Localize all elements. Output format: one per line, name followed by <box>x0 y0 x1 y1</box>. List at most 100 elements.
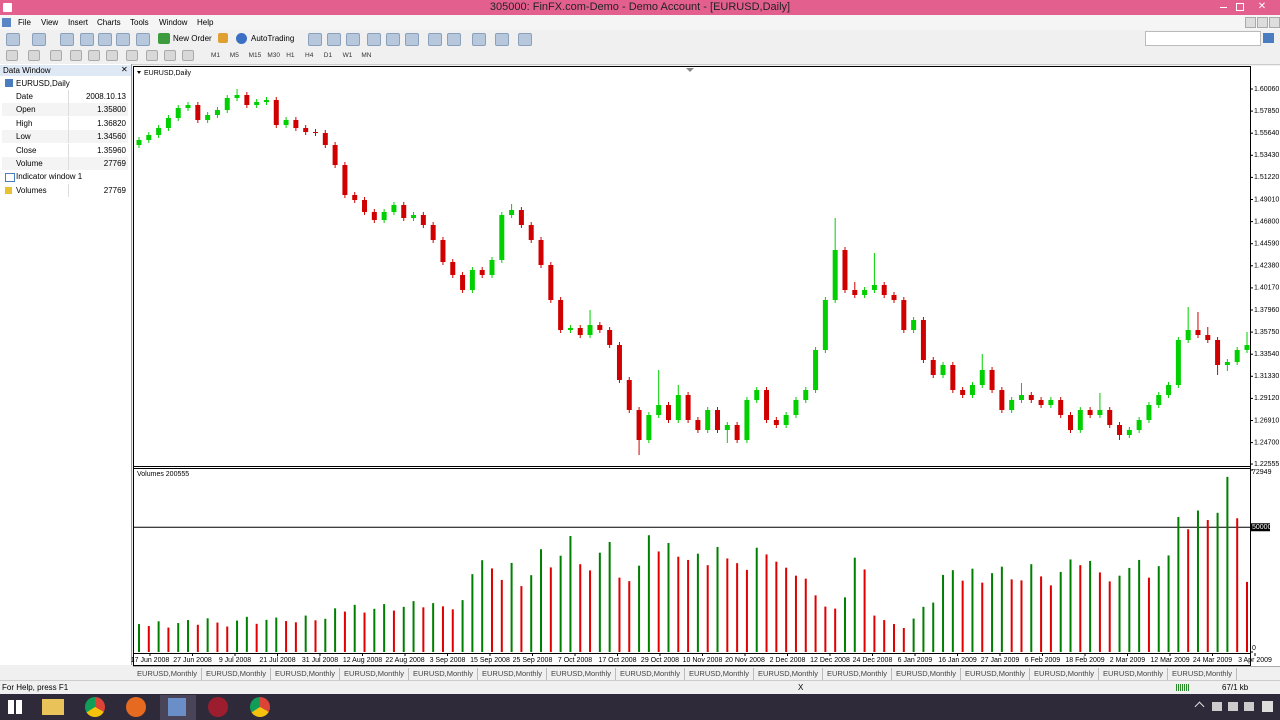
volume-bar <box>1049 585 1052 652</box>
chart-tab[interactable]: EURUSD,Monthly <box>547 668 616 680</box>
chart-tab[interactable]: EURUSD,Monthly <box>478 668 547 680</box>
toolbar-icon[interactable] <box>346 33 360 46</box>
menu-item[interactable]: Insert <box>68 18 89 27</box>
x-tick-label: 17 Jun 2008 <box>131 657 170 664</box>
tool-icon[interactable] <box>28 50 40 61</box>
start-button[interactable] <box>8 700 22 714</box>
toolbar-icon[interactable] <box>495 33 509 46</box>
toolbar-icon[interactable] <box>405 33 419 46</box>
notifications[interactable] <box>1262 701 1273 712</box>
tool-icon[interactable] <box>106 50 118 61</box>
chart-tab[interactable]: EURUSD,Monthly <box>616 668 685 680</box>
toolbar-icon[interactable] <box>116 33 130 46</box>
tool-icon[interactable] <box>182 50 194 61</box>
chart-tab[interactable]: EURUSD,Monthly <box>133 668 202 680</box>
toolbar-icon[interactable] <box>386 33 400 46</box>
menu-item[interactable]: Charts <box>97 18 121 27</box>
candle-body <box>999 390 1005 410</box>
tool-icon[interactable] <box>70 50 82 61</box>
field-value: 1.36820 <box>97 118 126 128</box>
timeframe-button[interactable]: M5 <box>229 52 239 59</box>
tool-icon[interactable] <box>146 50 158 61</box>
menu-item[interactable]: Tools <box>130 18 149 27</box>
volume-bar <box>569 535 572 652</box>
firefox-icon[interactable] <box>126 697 146 717</box>
tray-icon[interactable] <box>1212 702 1222 711</box>
chart-tab[interactable]: EURUSD,Monthly <box>340 668 409 680</box>
candle-body <box>891 295 897 300</box>
chart-tab[interactable]: EURUSD,Monthly <box>1168 668 1237 680</box>
app-icon[interactable] <box>208 697 228 717</box>
volume-bar <box>647 535 650 652</box>
data-window-close[interactable]: ✕ <box>121 65 128 74</box>
menu-item[interactable]: View <box>41 18 59 27</box>
toolbar-icon[interactable] <box>136 33 150 46</box>
toolbar-icon[interactable] <box>472 33 486 46</box>
mdi-restore[interactable] <box>1257 17 1268 28</box>
y-tick-label: 1.33540 <box>1254 351 1279 358</box>
community-icon[interactable] <box>1263 33 1274 43</box>
candle-body <box>1048 400 1054 405</box>
volume-bar <box>893 624 896 652</box>
new-order-button[interactable]: New Order <box>173 34 212 43</box>
volume-bar <box>696 553 699 652</box>
toolbar-icon[interactable] <box>32 33 46 46</box>
explorer-icon[interactable] <box>42 699 64 715</box>
volume-bar <box>991 573 994 652</box>
chart-tab[interactable]: EURUSD,Monthly <box>271 668 340 680</box>
tool-icon[interactable] <box>6 50 18 61</box>
timeframe-button[interactable]: H4 <box>305 52 314 59</box>
autotrading-button[interactable]: AutoTrading <box>251 34 295 43</box>
timeframe-button[interactable]: MN <box>361 52 372 59</box>
timeframe-button[interactable]: H1 <box>286 52 295 59</box>
tray-expand[interactable] <box>1194 701 1205 712</box>
timeframe-button[interactable]: D1 <box>323 52 333 59</box>
chrome-icon[interactable] <box>250 697 270 717</box>
toolbar-icon[interactable] <box>518 33 532 46</box>
minimize-button[interactable] <box>1220 7 1227 8</box>
menu-item[interactable]: Help <box>197 18 214 27</box>
timeframe-button[interactable]: M15 <box>248 52 262 59</box>
chart-tab[interactable]: EURUSD,Monthly <box>685 668 754 680</box>
toolbar-icon[interactable] <box>327 33 341 46</box>
timeframe-button[interactable]: M1 <box>211 52 221 59</box>
candle-body <box>1166 385 1172 395</box>
chrome-icon[interactable] <box>85 697 105 717</box>
tool-icon[interactable] <box>88 50 100 61</box>
toolbar-icon[interactable] <box>367 33 381 46</box>
data-row-separator <box>68 143 69 157</box>
chart-tab[interactable]: EURUSD,Monthly <box>961 668 1030 680</box>
tool-icon[interactable] <box>50 50 62 61</box>
y-tick-label: 1.46800 <box>1254 218 1279 225</box>
close-button[interactable]: ✕ <box>1257 1 1267 12</box>
menu-item[interactable]: File <box>18 18 31 27</box>
data-row: Close 1.35960 <box>2 143 128 157</box>
toolbar-icon[interactable] <box>80 33 94 46</box>
chart-tab[interactable]: EURUSD,Monthly <box>823 668 892 680</box>
restore-button[interactable] <box>1236 3 1244 11</box>
toolbar-icon[interactable] <box>447 33 461 46</box>
tray-icon[interactable] <box>1228 702 1238 711</box>
chart-tab[interactable]: EURUSD,Monthly <box>1030 668 1099 680</box>
toolbar-icon[interactable] <box>6 33 20 46</box>
tool-icon[interactable] <box>164 50 176 61</box>
tray-icon[interactable] <box>1244 702 1254 711</box>
toolbar-icon[interactable] <box>98 33 112 46</box>
chart-tab[interactable]: EURUSD,Monthly <box>202 668 271 680</box>
chart-tab[interactable]: EURUSD,Monthly <box>1099 668 1168 680</box>
editor-icon[interactable] <box>218 33 228 43</box>
mdi-minimize[interactable] <box>1245 17 1256 28</box>
tool-icon[interactable] <box>126 50 138 61</box>
toolbar-icon[interactable] <box>308 33 322 46</box>
chart-title: EURUSD,Daily <box>144 70 192 77</box>
chart-tab[interactable]: EURUSD,Monthly <box>892 668 961 680</box>
timeframe-button[interactable]: W1 <box>342 52 353 59</box>
toolbar-icon[interactable] <box>428 33 442 46</box>
menu-item[interactable]: Window <box>159 18 188 27</box>
toolbar-icon[interactable] <box>60 33 74 46</box>
chart-tab[interactable]: EURUSD,Monthly <box>754 668 823 680</box>
candle-body <box>381 212 387 220</box>
search-box[interactable] <box>1145 31 1261 46</box>
timeframe-button[interactable]: M30 <box>267 52 281 59</box>
chart-tab[interactable]: EURUSD,Monthly <box>409 668 478 680</box>
